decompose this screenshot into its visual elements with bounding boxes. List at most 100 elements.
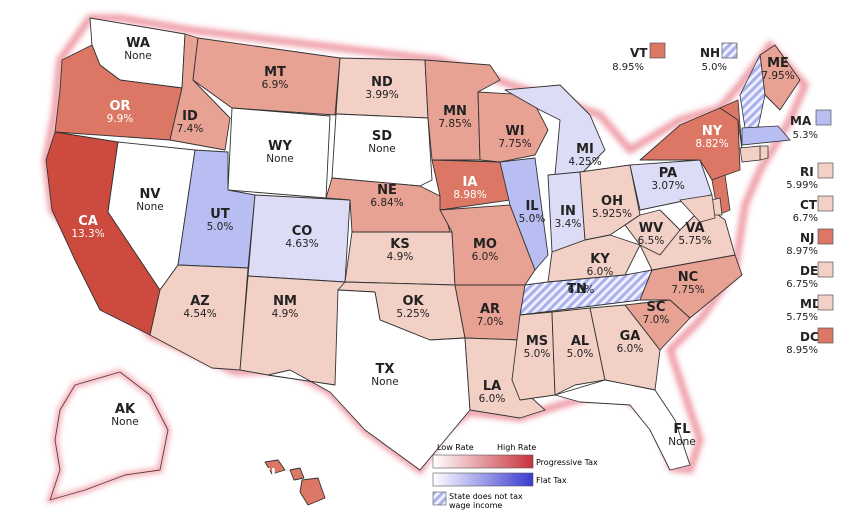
state-label-tx: TX xyxy=(376,362,395,377)
state-label-ca: CA xyxy=(78,214,98,229)
state-rate-me: 7.95% xyxy=(761,70,794,82)
state-ga xyxy=(589,304,661,391)
state-label-al: AL xyxy=(571,334,589,349)
state-label-mt: MT xyxy=(264,65,286,80)
state-rate-sd: None xyxy=(368,143,395,155)
state-rate-ar: 7.0% xyxy=(477,316,504,328)
state-nh xyxy=(739,53,766,129)
state-tx xyxy=(267,289,471,471)
state-rate-ok: 5.25% xyxy=(396,308,429,320)
state-label-wv: WV xyxy=(639,221,663,236)
state-label-sd: SD xyxy=(372,129,392,144)
state-fl xyxy=(554,379,691,471)
callout-swatch-ri xyxy=(817,162,834,179)
state-rate-ks: 4.9% xyxy=(387,251,414,263)
state-rate-ny: 8.82% xyxy=(695,138,728,150)
callout-swatch-ma xyxy=(815,109,832,126)
state-label-fl: FL xyxy=(673,422,690,437)
state-label-ny: NY xyxy=(702,124,723,139)
state-rate-tx: None xyxy=(371,376,398,388)
state-rate-mi: 4.25% xyxy=(568,156,601,168)
legend-flat-label: Flat Tax xyxy=(536,476,567,485)
callout-label-md: MD xyxy=(800,297,822,311)
callout-rate-ct: 6.7% xyxy=(793,213,818,224)
state-wv xyxy=(624,209,681,256)
callout-swatch-md xyxy=(817,294,834,311)
callout-rate-md: 5.75% xyxy=(786,312,818,323)
state-rate-va: 5.75% xyxy=(678,235,711,247)
state-rate-wv: 6.5% xyxy=(638,235,665,247)
state-label-me: ME xyxy=(767,56,789,71)
state-nm xyxy=(239,275,346,386)
state-rate-id: 7.4% xyxy=(177,123,204,135)
state-rate-oh: 5.925% xyxy=(592,208,632,220)
state-rate-fl: None xyxy=(668,436,695,448)
state-label-tn: TN xyxy=(567,282,587,297)
state-label-in: IN xyxy=(560,204,576,219)
legend-flat-swatch xyxy=(432,472,534,487)
callout-rate-dc: 8.95% xyxy=(786,345,818,356)
state-label-id: ID xyxy=(182,109,198,124)
state-label-pa: PA xyxy=(659,166,677,181)
state-rate-ut: 5.0% xyxy=(207,221,234,233)
legend-high-rate: High Rate xyxy=(497,443,536,452)
state-label-wa: WA xyxy=(126,36,150,51)
callout-rate-nh: 5.0% xyxy=(702,62,727,73)
state-label-or: OR xyxy=(109,99,130,114)
state-rate-ca: 13.3% xyxy=(71,228,104,240)
state-rate-wa: None xyxy=(124,50,151,62)
legend-no-wage-line2: wage income xyxy=(449,501,502,510)
state-sd xyxy=(331,113,433,187)
state-label-ok: OK xyxy=(402,294,424,309)
legend-no-wage-line1: State does not tax xyxy=(449,492,523,501)
state-rate-ky: 6.0% xyxy=(587,266,614,278)
state-label-il: IL xyxy=(525,199,538,214)
state-ms xyxy=(511,311,556,401)
state-label-mo: MO xyxy=(473,237,497,252)
state-rate-al: 5.0% xyxy=(567,348,594,360)
state-rate-pa: 3.07% xyxy=(651,180,684,192)
callout-rate-ma: 5.3% xyxy=(793,130,818,141)
state-rate-ak: None xyxy=(111,416,138,428)
state-rate-or: 9.9% xyxy=(107,113,134,125)
state-ri xyxy=(759,145,769,161)
callout-label-ct: CT xyxy=(800,198,818,212)
state-rate-mo: 6.0% xyxy=(472,251,499,263)
state-rate-tn: 6.0% xyxy=(568,284,595,296)
callout-label-nj: NJ xyxy=(800,231,815,245)
state-label-ut: UT xyxy=(210,207,230,222)
state-label-ar: AR xyxy=(480,302,500,317)
state-rate-mt: 6.9% xyxy=(262,79,289,91)
alaska-glow xyxy=(46,369,171,504)
state-ct xyxy=(739,145,761,163)
state-hi xyxy=(264,459,326,506)
state-rate-mn: 7.85% xyxy=(438,118,471,130)
callout-rate-nj: 8.97% xyxy=(786,246,818,257)
state-label-ga: GA xyxy=(620,329,641,344)
state-label-ky: KY xyxy=(590,252,610,267)
callout-rate-ri: 5.99% xyxy=(786,180,818,191)
state-label-oh: OH xyxy=(601,194,623,209)
state-label-la: LA xyxy=(483,379,501,394)
callout-label-ma: MA xyxy=(790,114,812,128)
state-ny xyxy=(639,107,741,181)
legend-progressive-swatch xyxy=(432,454,534,469)
callout-swatch-nh xyxy=(721,42,738,59)
legend-no-wage-swatch xyxy=(432,491,447,506)
state-label-va: VA xyxy=(685,221,704,236)
state-label-nm: NM xyxy=(273,294,297,309)
state-label-ms: MS xyxy=(526,334,548,349)
state-rate-az: 4.54% xyxy=(183,308,216,320)
state-il xyxy=(499,157,549,271)
state-label-ne: NE xyxy=(377,183,397,198)
callout-swatch-ct xyxy=(817,195,834,212)
state-label-hi: HI xyxy=(260,467,276,482)
callout-label-nh: NH xyxy=(700,46,720,60)
state-label-az: AZ xyxy=(190,294,210,309)
state-rate-nv: None xyxy=(136,201,163,213)
state-al xyxy=(551,307,606,396)
callout-label-de: DE xyxy=(800,264,818,278)
state-rate-sc: 7.0% xyxy=(643,314,670,326)
